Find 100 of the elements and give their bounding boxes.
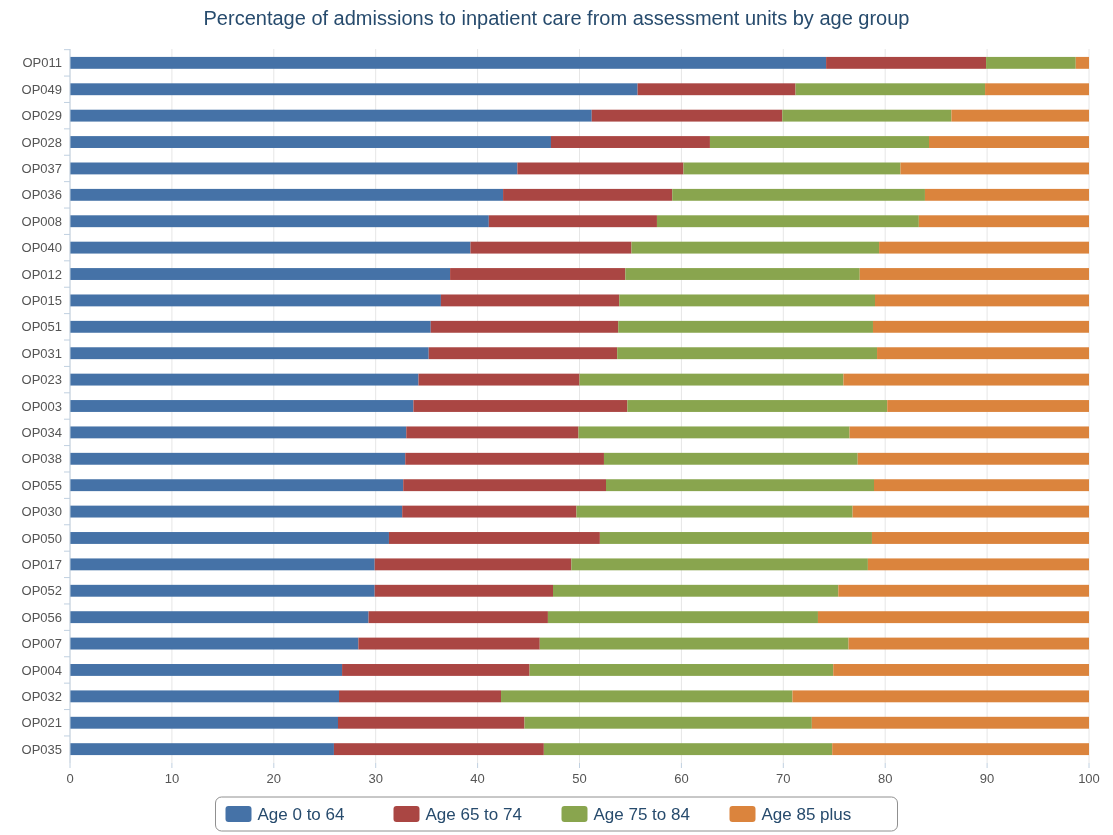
bar xyxy=(70,611,369,624)
x-tick-label: 90 xyxy=(979,771,995,786)
bar xyxy=(539,637,849,650)
x-tick-label: 50 xyxy=(572,771,587,786)
bar xyxy=(413,400,628,412)
bar xyxy=(70,56,827,69)
bar xyxy=(571,558,868,571)
x-tick-label: 30 xyxy=(368,771,383,786)
y-tick-label: OP015 xyxy=(21,292,62,308)
x-tick-label: 20 xyxy=(266,771,282,786)
legend-label: Age 85 plus xyxy=(761,804,852,824)
bar xyxy=(985,83,1089,96)
y-tick-label: OP004 xyxy=(21,662,62,678)
bar xyxy=(405,452,604,465)
bar xyxy=(618,320,873,333)
bar xyxy=(70,400,414,412)
y-tick-label: OP038 xyxy=(21,451,62,467)
bar xyxy=(358,637,540,650)
bar xyxy=(368,611,548,624)
bar xyxy=(929,136,1089,148)
bar xyxy=(503,188,673,201)
bar xyxy=(918,215,1089,228)
y-tick-label: OP050 xyxy=(21,530,62,546)
bar xyxy=(70,109,592,122)
bar xyxy=(859,268,1089,280)
y-tick-label: OP040 xyxy=(21,240,62,256)
bar xyxy=(817,611,1089,624)
bar xyxy=(388,532,600,544)
bar xyxy=(924,188,1089,201)
bar xyxy=(70,294,441,307)
bar xyxy=(70,637,359,650)
bar xyxy=(849,426,1089,439)
bar xyxy=(605,479,874,492)
bar xyxy=(877,347,1089,360)
y-tick-label: OP049 xyxy=(21,81,62,97)
y-tick-label: OP023 xyxy=(21,372,62,388)
y-tick-label: OP052 xyxy=(21,583,62,599)
bar xyxy=(843,373,1089,386)
y-tick-label: OP007 xyxy=(21,636,62,652)
bar xyxy=(873,479,1089,492)
x-tick-label: 40 xyxy=(470,771,485,786)
bar xyxy=(872,320,1089,333)
bar xyxy=(342,664,530,676)
y-tick-label: OP008 xyxy=(21,213,62,229)
bar xyxy=(782,109,952,122)
x-tick-label: 0 xyxy=(66,771,74,786)
bar xyxy=(637,83,796,96)
y-tick-label: OP028 xyxy=(21,134,62,150)
bar xyxy=(70,584,375,597)
bar xyxy=(631,241,880,254)
bar xyxy=(879,241,1089,254)
bar xyxy=(403,479,606,492)
bar xyxy=(672,188,925,201)
bar xyxy=(488,215,657,228)
y-tick-label: OP017 xyxy=(21,556,62,572)
bar xyxy=(811,716,1089,729)
bar xyxy=(406,426,579,439)
bar xyxy=(857,452,1089,465)
bar xyxy=(683,162,901,175)
legend-label: Age 0 to 64 xyxy=(257,804,345,824)
y-tick-label: OP036 xyxy=(21,187,62,203)
bar xyxy=(709,136,930,148)
bar xyxy=(339,690,502,703)
bar xyxy=(871,532,1089,544)
bar xyxy=(70,532,389,544)
bar xyxy=(70,664,343,676)
bar xyxy=(1075,56,1089,69)
legend-label: Age 65 to 74 xyxy=(425,804,522,824)
y-tick-label: OP029 xyxy=(21,108,62,124)
bar xyxy=(543,743,833,756)
bar xyxy=(450,268,626,280)
bar xyxy=(875,294,1089,307)
bar xyxy=(832,743,1089,756)
bar xyxy=(374,584,554,597)
bar xyxy=(70,241,471,254)
bar xyxy=(591,109,783,122)
y-tick-label: OP055 xyxy=(21,477,62,493)
legend-label: Age 75 to 84 xyxy=(593,804,690,824)
bar xyxy=(599,532,872,544)
bar xyxy=(70,215,489,228)
bar xyxy=(656,215,919,228)
y-tick-label: OP037 xyxy=(21,160,62,176)
bar xyxy=(402,505,577,518)
bar xyxy=(70,479,404,492)
bar xyxy=(550,136,710,148)
bar xyxy=(578,426,850,439)
bar xyxy=(579,373,844,386)
bar xyxy=(70,136,551,148)
bar xyxy=(887,400,1089,412)
y-tick-label: OP032 xyxy=(21,688,62,704)
bar xyxy=(70,426,407,439)
bar xyxy=(833,664,1089,676)
y-tick-label: OP035 xyxy=(21,741,62,757)
bar xyxy=(867,558,1089,571)
bar xyxy=(440,294,620,307)
bar xyxy=(848,637,1089,650)
x-tick-label: 60 xyxy=(674,771,689,786)
y-tick-label: OP034 xyxy=(21,424,62,440)
bar xyxy=(333,743,544,756)
bar xyxy=(70,268,451,280)
